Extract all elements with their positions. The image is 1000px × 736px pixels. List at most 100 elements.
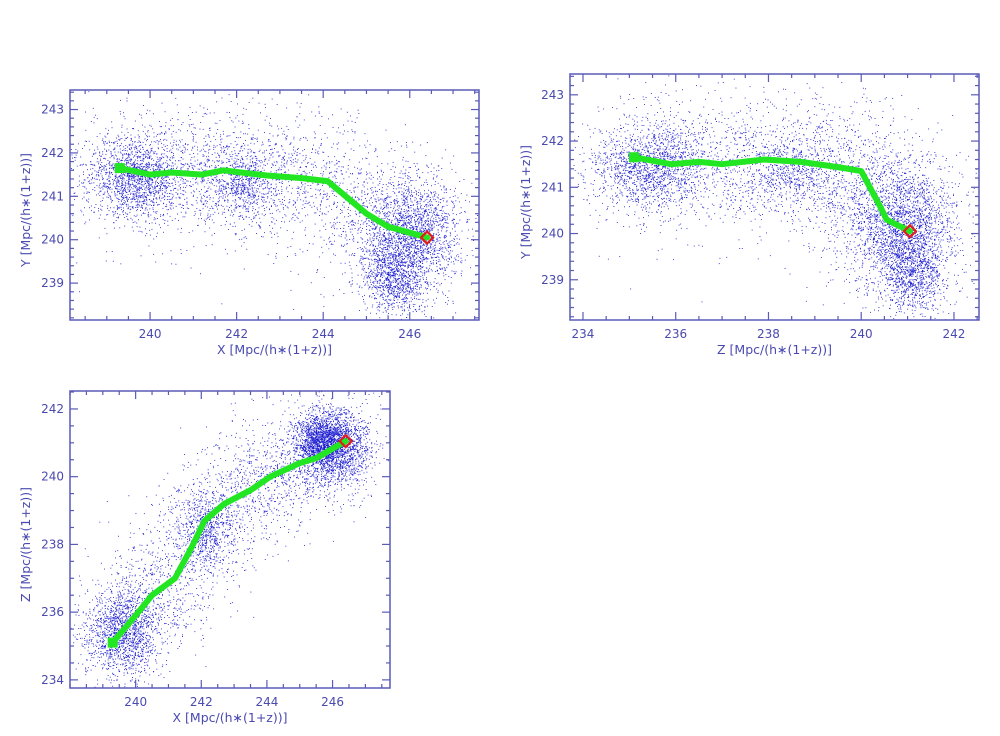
particle-point <box>257 165 259 167</box>
particle-point <box>405 224 407 226</box>
particle-point <box>108 210 110 212</box>
particle-point <box>421 230 423 232</box>
particle-point <box>101 170 102 172</box>
particle-point <box>423 256 425 258</box>
particle-point <box>367 218 369 219</box>
particle-point <box>124 150 126 151</box>
particle-point <box>150 184 152 186</box>
particle-point <box>407 239 409 241</box>
particle-point <box>397 305 399 307</box>
particle-point <box>425 248 427 250</box>
particle-point <box>425 300 427 302</box>
particle-point <box>413 210 415 212</box>
particle-point <box>383 259 385 261</box>
particle-point <box>415 292 417 294</box>
particle-point <box>264 156 265 158</box>
particle-point <box>375 149 377 151</box>
particle-point <box>425 204 427 206</box>
particle-point <box>130 159 132 161</box>
particle-point <box>432 257 434 258</box>
particle-point <box>414 215 416 217</box>
particle-point <box>464 211 466 212</box>
particle-point <box>400 170 402 172</box>
particle-point <box>253 182 255 184</box>
particle-point <box>156 162 158 163</box>
particle-point <box>368 286 370 288</box>
particle-point <box>406 211 408 213</box>
particle-point <box>382 262 384 264</box>
particle-point <box>398 296 400 298</box>
particle-point <box>164 191 166 193</box>
particle-point <box>389 264 391 266</box>
particle-point <box>397 294 399 296</box>
particle-point <box>103 169 105 171</box>
particle-point <box>161 197 163 199</box>
particle-point <box>98 170 100 171</box>
particle-point <box>129 165 131 167</box>
particle-point <box>131 175 133 177</box>
particle-point <box>275 189 277 191</box>
particle-point <box>145 155 146 157</box>
particle-point <box>449 252 451 254</box>
particle-point <box>402 275 404 277</box>
particle-point <box>421 260 423 262</box>
particle-point <box>133 193 135 195</box>
particle-point <box>231 179 233 181</box>
particle-point <box>402 269 404 271</box>
particle-point <box>144 151 146 152</box>
particle-point <box>134 185 136 187</box>
particle-point <box>398 283 399 285</box>
particle-point <box>124 184 126 186</box>
particle-point <box>426 292 428 294</box>
particle-point <box>419 246 421 248</box>
particle-point <box>407 263 409 265</box>
particle-point <box>454 230 456 232</box>
particle-point <box>152 181 154 183</box>
particle-point <box>387 267 389 268</box>
particle-point <box>447 264 449 266</box>
particle-point <box>417 221 419 223</box>
particle-point <box>380 231 382 233</box>
particle-point <box>200 200 202 202</box>
particle-point <box>398 262 400 264</box>
particle-point <box>447 300 449 302</box>
particle-point <box>113 158 115 160</box>
particle-point <box>319 211 321 212</box>
particle-point <box>446 230 448 231</box>
particle-point <box>249 183 250 184</box>
particle-point <box>386 198 388 200</box>
particle-point <box>421 227 423 229</box>
particle-point <box>404 265 405 267</box>
particle-point <box>125 196 126 198</box>
particle-point <box>411 210 412 212</box>
particle-point <box>375 250 376 252</box>
particle-point <box>323 277 325 278</box>
particle-point <box>137 130 139 132</box>
particle-point <box>444 268 446 270</box>
particle-point <box>110 164 112 166</box>
particle-point <box>230 178 232 180</box>
particle-point <box>389 271 391 273</box>
particle-point <box>414 252 416 254</box>
particle-point <box>297 148 299 149</box>
particle-point <box>165 155 167 157</box>
particle-point <box>403 223 405 225</box>
particle-point <box>102 179 103 180</box>
particle-point <box>106 151 108 152</box>
particle-point <box>418 259 420 261</box>
particle-point <box>382 243 384 245</box>
particle-point <box>251 193 253 195</box>
particle-point <box>74 199 75 201</box>
particle-point <box>412 263 413 265</box>
particle-point <box>351 234 353 236</box>
particle-point <box>74 157 75 158</box>
particle-point <box>372 232 374 234</box>
particle-point <box>426 224 428 226</box>
particle-point <box>407 293 409 295</box>
particle-point <box>395 285 397 286</box>
particle-point <box>431 201 433 203</box>
particle-point <box>402 248 404 250</box>
particle-point <box>391 246 393 248</box>
particle-point <box>245 179 247 180</box>
particle-point <box>439 248 440 250</box>
